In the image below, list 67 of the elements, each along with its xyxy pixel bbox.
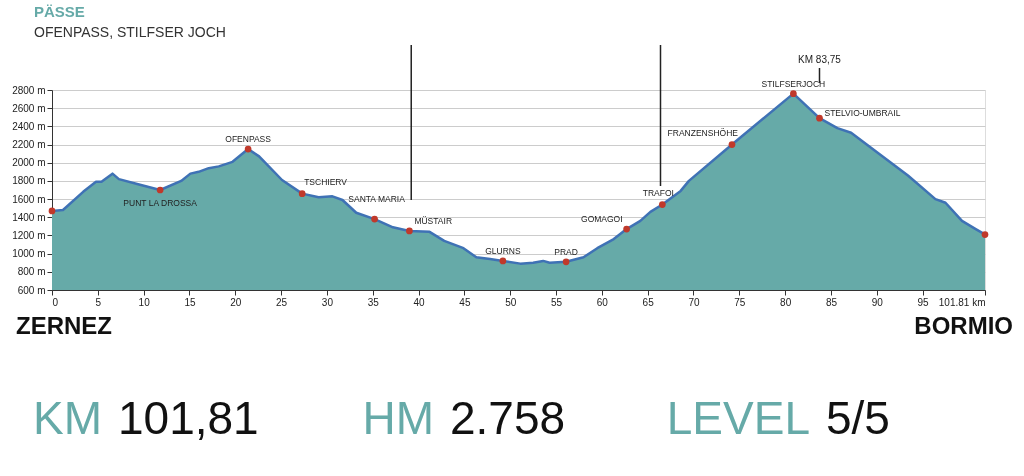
annotation: GLURNS [485, 245, 521, 256]
x-tick-label: 5 [95, 296, 102, 308]
y-tick-label: 2000 m [12, 157, 46, 169]
text: LEVEL 5/5 [666, 392, 890, 444]
y-tick-label: 800 m [17, 266, 46, 278]
ref-line-label: KM 83,75 [798, 54, 842, 65]
annotation: FRANZENSHÖHE [667, 127, 739, 138]
text: BORMIO [914, 312, 1013, 339]
point [816, 114, 823, 122]
x-tick-label: 70 [688, 296, 700, 308]
x-tick-label: 60 [596, 296, 609, 308]
annotation: OFENPASS [225, 134, 272, 145]
x-tick-label: 20 [230, 296, 242, 308]
point [658, 201, 666, 208]
y-tick-label: 2600 m [12, 102, 46, 114]
x-tick-label: 75 [734, 296, 746, 308]
point [298, 190, 306, 197]
text: HM 2.758 [362, 392, 566, 444]
point [790, 90, 797, 97]
y-tick-label: 1400 m [12, 211, 46, 223]
x-tick-label: 90 [871, 296, 884, 308]
y-tick-label: 1600 m [12, 193, 46, 205]
text: KM 101,81 [33, 392, 259, 444]
annotation: TSCHIERV [304, 176, 348, 187]
x-tick-label: 15 [184, 296, 196, 308]
annotation: PRAD [554, 246, 578, 257]
x-tick-label: 50 [505, 296, 517, 308]
x-tick-label: 25 [276, 296, 288, 308]
point [406, 227, 413, 235]
text: ZERNEZ [16, 312, 112, 339]
annotation: TRAFOI [642, 187, 674, 198]
y-tick-label: 1000 m [12, 248, 46, 260]
x-tick-label: 101.81 km [938, 296, 986, 308]
y-tick-label: 1200 m [12, 229, 46, 241]
point [371, 215, 378, 223]
annotation: SANTA MARIA [348, 194, 406, 205]
point [562, 258, 570, 266]
annotation: STELVIO-UMBRAIL [824, 108, 901, 119]
point [48, 207, 56, 215]
annotation: GOMAGOI [581, 214, 623, 225]
y-tick-label: 2800 m [12, 84, 46, 96]
chart-subtitle: OFENPASS, STILFSER JOCH [34, 24, 226, 40]
y-tick-label: 2200 m [12, 139, 46, 151]
point [981, 231, 989, 238]
point [499, 257, 507, 265]
x-tick-label: 10 [138, 296, 151, 308]
x-tick-label: 45 [459, 296, 471, 308]
x-tick-label: 65 [642, 296, 655, 308]
x-tick-label: 80 [780, 296, 792, 308]
y-tick-label: 600 m [17, 284, 46, 296]
x-tick-label: 95 [917, 296, 930, 308]
annotation: MÜSTAIR [414, 215, 453, 226]
point [156, 186, 164, 194]
x-tick-label: 40 [413, 296, 426, 308]
annotation: PUNT LA DROSSA [123, 198, 198, 208]
x-tick-label: 55 [550, 296, 563, 308]
annotation: STILFSERJOCH [761, 78, 826, 89]
x-tick-label: 35 [367, 296, 380, 308]
x-tick-label: 30 [321, 296, 334, 308]
y-tick-label: 2400 m [12, 120, 46, 132]
point [623, 225, 630, 233]
chart-title: PÄSSE [34, 3, 85, 20]
x-tick-label: 0 [52, 296, 59, 308]
point [244, 145, 252, 153]
x-tick-label: 85 [825, 296, 838, 308]
y-tick-label: 1800 m [12, 175, 46, 187]
point [728, 141, 736, 148]
